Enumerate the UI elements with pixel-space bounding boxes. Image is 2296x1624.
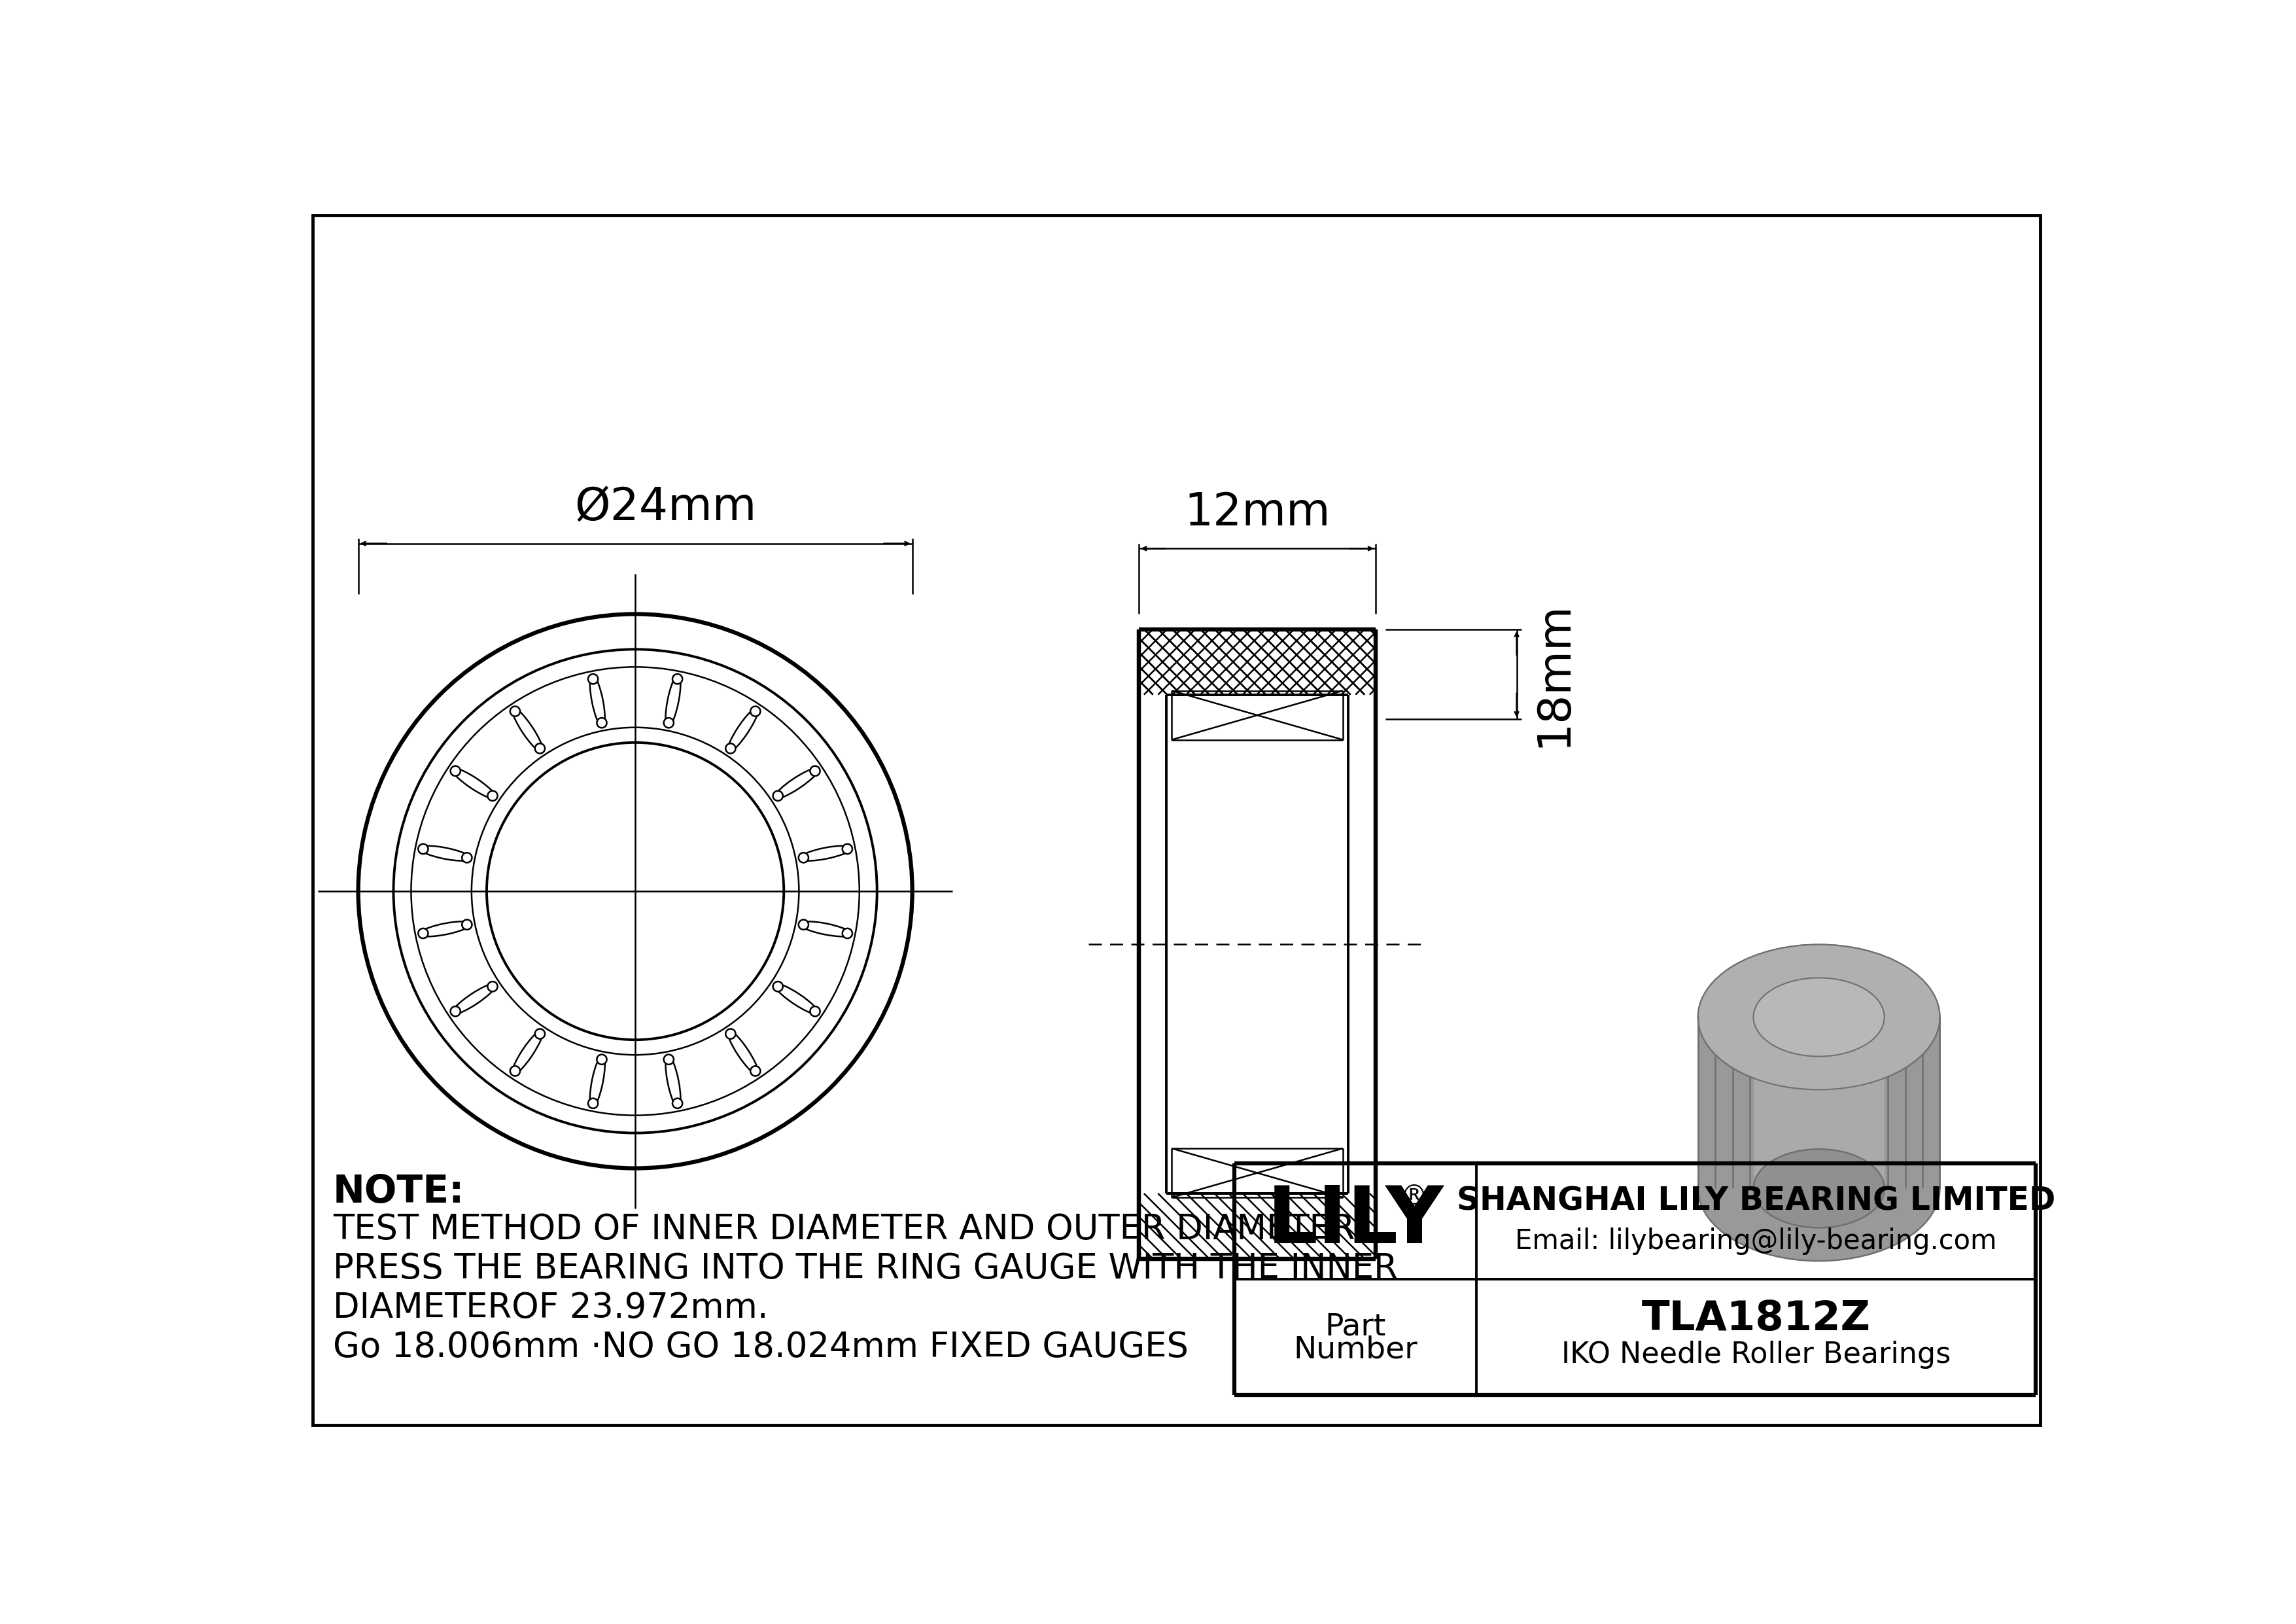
Polygon shape [1754, 1017, 1885, 1189]
Circle shape [726, 1030, 735, 1039]
Text: PRESS THE BEARING INTO THE RING GAUGE WITH THE INNER: PRESS THE BEARING INTO THE RING GAUGE WI… [333, 1252, 1398, 1286]
Circle shape [487, 981, 498, 992]
Text: DIAMETEROF 23.972mm.: DIAMETEROF 23.972mm. [333, 1291, 769, 1325]
Ellipse shape [1754, 1150, 1885, 1228]
Circle shape [418, 929, 427, 939]
Circle shape [510, 1065, 521, 1077]
Circle shape [726, 744, 735, 754]
Circle shape [799, 853, 808, 862]
Circle shape [450, 767, 461, 776]
Circle shape [751, 706, 760, 716]
Text: Email: lilybearing@lily-bearing.com: Email: lilybearing@lily-bearing.com [1515, 1228, 1998, 1255]
Circle shape [461, 853, 473, 862]
Circle shape [751, 1065, 760, 1077]
Ellipse shape [1699, 1116, 1940, 1260]
Text: LILY: LILY [1267, 1182, 1444, 1260]
Text: TEST METHOD OF INNER DIAMETER AND OUTER DIAMETER.: TEST METHOD OF INNER DIAMETER AND OUTER … [333, 1213, 1364, 1247]
Circle shape [535, 744, 544, 754]
Polygon shape [1699, 1017, 1940, 1189]
Circle shape [843, 844, 852, 854]
Text: Part: Part [1325, 1312, 1387, 1341]
Circle shape [597, 718, 606, 728]
Circle shape [588, 674, 597, 684]
Ellipse shape [1754, 978, 1885, 1056]
Text: 18mm: 18mm [1531, 601, 1575, 747]
Circle shape [843, 929, 852, 939]
Circle shape [673, 1098, 682, 1108]
Ellipse shape [1754, 978, 1885, 1056]
Circle shape [597, 1054, 606, 1064]
Text: NOTE:: NOTE: [333, 1173, 464, 1210]
Circle shape [588, 1098, 597, 1108]
Circle shape [418, 844, 427, 854]
Ellipse shape [1699, 945, 1940, 1090]
Text: TLA1812Z: TLA1812Z [1642, 1299, 1871, 1340]
Circle shape [799, 919, 808, 929]
Text: ®: ® [1401, 1184, 1428, 1212]
Circle shape [450, 1007, 461, 1017]
Circle shape [535, 1030, 544, 1039]
Circle shape [810, 767, 820, 776]
Text: IKO Needle Roller Bearings: IKO Needle Roller Bearings [1561, 1340, 1952, 1369]
Circle shape [774, 981, 783, 992]
Circle shape [487, 791, 498, 801]
Circle shape [664, 1054, 673, 1064]
Text: 12mm: 12mm [1185, 490, 1329, 534]
Circle shape [664, 718, 673, 728]
Ellipse shape [1699, 945, 1940, 1090]
Circle shape [461, 919, 473, 929]
Text: Ø24mm: Ø24mm [574, 486, 755, 529]
Text: Number: Number [1293, 1335, 1417, 1364]
Text: Go 18.006mm ·NO GO 18.024mm FIXED GAUGES: Go 18.006mm ·NO GO 18.024mm FIXED GAUGES [333, 1330, 1189, 1364]
Circle shape [810, 1007, 820, 1017]
Text: SHANGHAI LILY BEARING LIMITED: SHANGHAI LILY BEARING LIMITED [1456, 1186, 2055, 1216]
Circle shape [673, 674, 682, 684]
Circle shape [774, 791, 783, 801]
Circle shape [510, 706, 521, 716]
